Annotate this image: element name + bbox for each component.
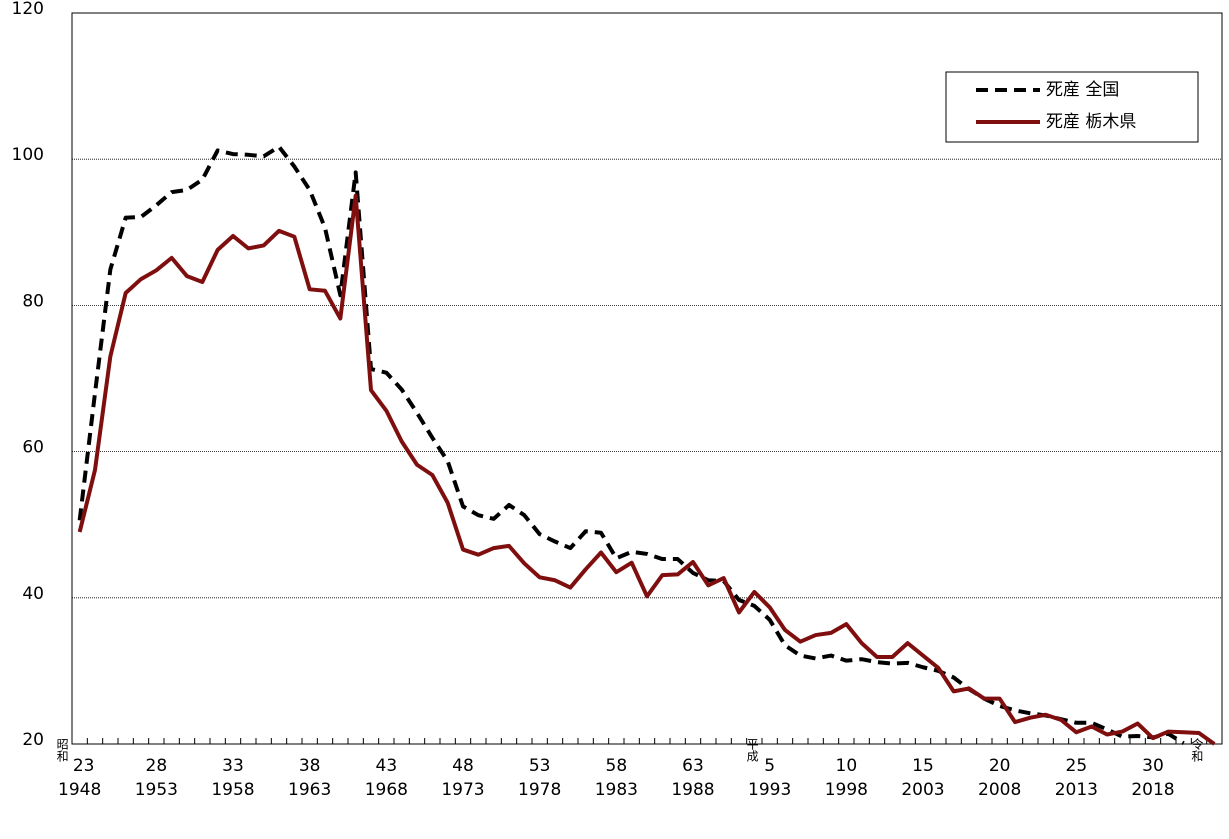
x-tick-label: 1998	[825, 780, 868, 800]
x-tick-label: 1973	[441, 780, 484, 800]
era-year-label: 43	[376, 756, 398, 776]
era-year-label: 48	[452, 756, 474, 776]
series-line	[77, 193, 1216, 746]
era-year-label: 28	[146, 756, 168, 776]
era-year-label: 58	[606, 756, 628, 776]
x-tick-label: 1988	[671, 780, 714, 800]
y-tick-label: 100	[12, 145, 44, 165]
y-tick-label: 20	[22, 730, 44, 750]
era-year-label: 5	[764, 756, 775, 776]
y-tick-label: 80	[22, 291, 44, 311]
x-tick-label: 1958	[211, 780, 254, 800]
era-year-label: 38	[299, 756, 321, 776]
era-year-label: 20	[989, 756, 1011, 776]
x-tick-label: 2003	[901, 780, 944, 800]
era-year-label: 63	[682, 756, 704, 776]
series-line	[77, 144, 1185, 745]
era-marker: 令和	[1190, 737, 1204, 762]
x-tick-label: 1993	[748, 780, 791, 800]
era-year-label: 30	[1142, 756, 1164, 776]
legend-label: 死産 全国	[1046, 80, 1119, 100]
x-tick-label: 1963	[288, 780, 331, 800]
era-year-label: 15	[912, 756, 934, 776]
x-tick-label: 1968	[365, 780, 408, 800]
era-year-label: 23	[73, 756, 95, 776]
era-year-label: 25	[1066, 756, 1088, 776]
era-marker: 昭和	[55, 738, 69, 762]
x-tick-label: 1948	[58, 780, 101, 800]
x-tick-label: 2013	[1055, 780, 1098, 800]
y-tick-label: 40	[22, 584, 44, 604]
y-tick-label: 60	[22, 438, 44, 458]
plot-area	[71, 12, 1223, 745]
legend-box	[945, 71, 1199, 143]
era-year-label: 53	[529, 756, 551, 776]
era-year-label: 10	[836, 756, 858, 776]
x-tick-label: 2008	[978, 780, 1021, 800]
era-marker: 平成	[745, 738, 759, 763]
legend-label: 死産 栃木県	[1046, 112, 1136, 132]
y-tick-label: 120	[12, 0, 44, 19]
era-year-label: 33	[222, 756, 244, 776]
x-tick-label: 1983	[595, 780, 638, 800]
x-tick-label: 1953	[135, 780, 178, 800]
x-tick-label: 2018	[1131, 780, 1174, 800]
x-tick-label: 1978	[518, 780, 561, 800]
